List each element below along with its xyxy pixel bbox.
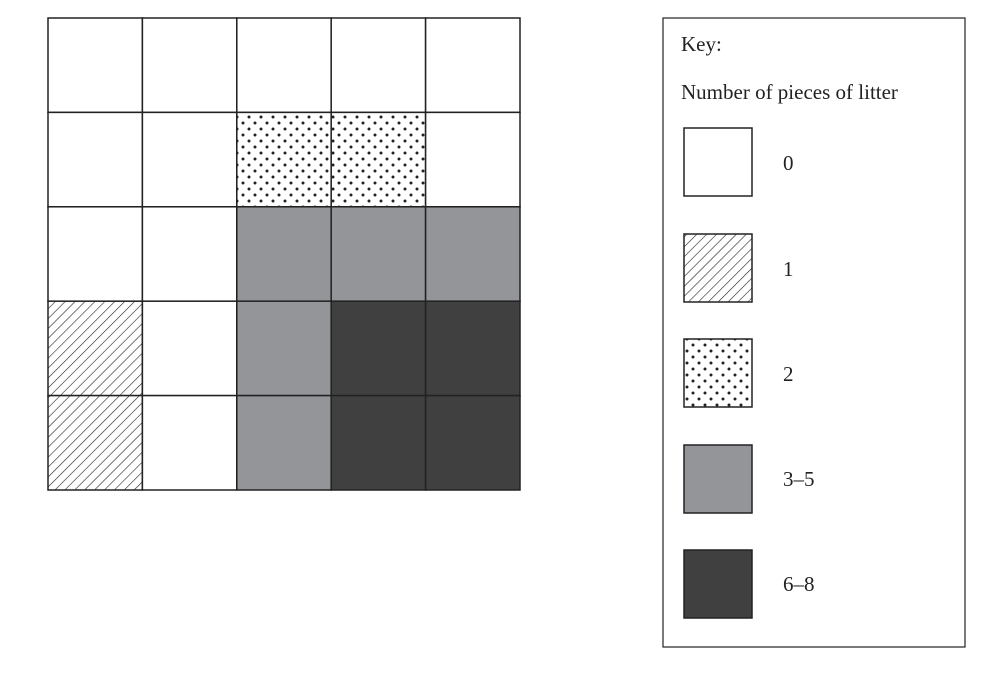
key-swatch [683, 233, 753, 303]
key-subtitle: Number of pieces of litter [681, 80, 898, 104]
grid-cell [47, 17, 144, 114]
grid-cell [330, 300, 427, 397]
grid-cell [424, 17, 521, 114]
key: Key: Number of pieces of litter 0 1 2 3–… [662, 17, 966, 648]
grid-cell [47, 300, 144, 397]
grid-cell [236, 394, 332, 491]
grid-cell [236, 300, 332, 397]
key-swatch [683, 127, 753, 197]
grid-cell [236, 17, 332, 114]
key-label: 0 [783, 151, 794, 175]
key-swatch [683, 549, 753, 619]
grid-cell [424, 111, 521, 208]
grid-cell [330, 206, 427, 302]
grid-cell [236, 111, 332, 208]
grid-cell [141, 111, 238, 208]
key-title: Key: [681, 32, 722, 56]
key-label: 3–5 [783, 467, 815, 491]
key-label: 6–8 [783, 572, 815, 596]
grid-cell [330, 111, 427, 208]
grid-cell [141, 300, 238, 397]
litter-grid [47, 17, 521, 491]
grid-cell [47, 394, 144, 491]
grid-cell [47, 111, 144, 208]
grid-cell [47, 206, 144, 302]
grid-cell [141, 17, 238, 114]
key-swatch [683, 444, 753, 514]
grid-cell [330, 394, 427, 491]
key-label: 2 [783, 362, 794, 386]
grid-cell [424, 394, 521, 491]
grid-cell [141, 206, 238, 302]
grid-cell [236, 206, 332, 302]
key-box [662, 17, 966, 648]
key-swatch [683, 338, 753, 408]
grid-cell [424, 206, 521, 302]
grid-cell [330, 17, 427, 114]
key-label: 1 [783, 257, 794, 281]
grid-cell [424, 300, 521, 397]
grid-cell [141, 394, 238, 491]
